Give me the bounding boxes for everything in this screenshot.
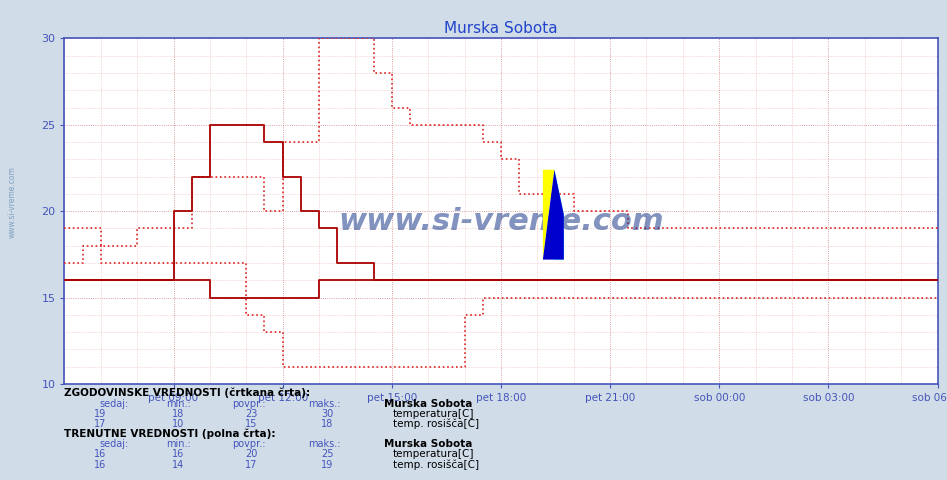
Text: Murska Sobota: Murska Sobota (384, 439, 472, 449)
Text: 16: 16 (94, 449, 106, 459)
Text: TRENUTNE VREDNOSTI (polna črta):: TRENUTNE VREDNOSTI (polna črta): (64, 428, 276, 439)
Text: 17: 17 (94, 419, 106, 429)
Text: 20: 20 (245, 449, 258, 459)
Text: 16: 16 (172, 449, 185, 459)
Text: 10: 10 (172, 419, 185, 429)
Text: 15: 15 (245, 419, 258, 429)
Text: min.:: min.: (166, 398, 190, 408)
Text: 23: 23 (245, 408, 258, 419)
Text: sedaj:: sedaj: (99, 439, 129, 449)
Text: povpr.:: povpr.: (232, 439, 265, 449)
Text: sedaj:: sedaj: (99, 398, 129, 408)
Text: maks.:: maks.: (308, 439, 340, 449)
Text: 18: 18 (172, 408, 185, 419)
Text: ZGODOVINSKE VREDNOSTI (črtkana črta):: ZGODOVINSKE VREDNOSTI (črtkana črta): (64, 387, 311, 398)
Text: temp. rosišča[C]: temp. rosišča[C] (393, 459, 479, 469)
Text: min.:: min.: (166, 439, 190, 449)
Text: Murska Sobota: Murska Sobota (384, 398, 472, 408)
Text: 18: 18 (321, 419, 333, 429)
Text: www.si-vreme.com: www.si-vreme.com (8, 166, 17, 238)
Text: 19: 19 (94, 408, 106, 419)
Text: 25: 25 (321, 449, 333, 459)
Text: maks.:: maks.: (308, 398, 340, 408)
Text: 17: 17 (245, 459, 258, 469)
Text: temperatura[C]: temperatura[C] (393, 449, 474, 459)
Text: 30: 30 (321, 408, 333, 419)
Text: temperatura[C]: temperatura[C] (393, 408, 474, 419)
Text: povpr.:: povpr.: (232, 398, 265, 408)
Polygon shape (543, 170, 554, 260)
Text: 14: 14 (172, 459, 185, 469)
Text: temp. rosišča[C]: temp. rosišča[C] (393, 418, 479, 429)
Text: 16: 16 (94, 459, 106, 469)
Polygon shape (554, 170, 563, 260)
Polygon shape (543, 170, 563, 260)
Title: Murska Sobota: Murska Sobota (444, 21, 558, 36)
Text: 19: 19 (321, 459, 333, 469)
Text: www.si-vreme.com: www.si-vreme.com (338, 207, 664, 236)
